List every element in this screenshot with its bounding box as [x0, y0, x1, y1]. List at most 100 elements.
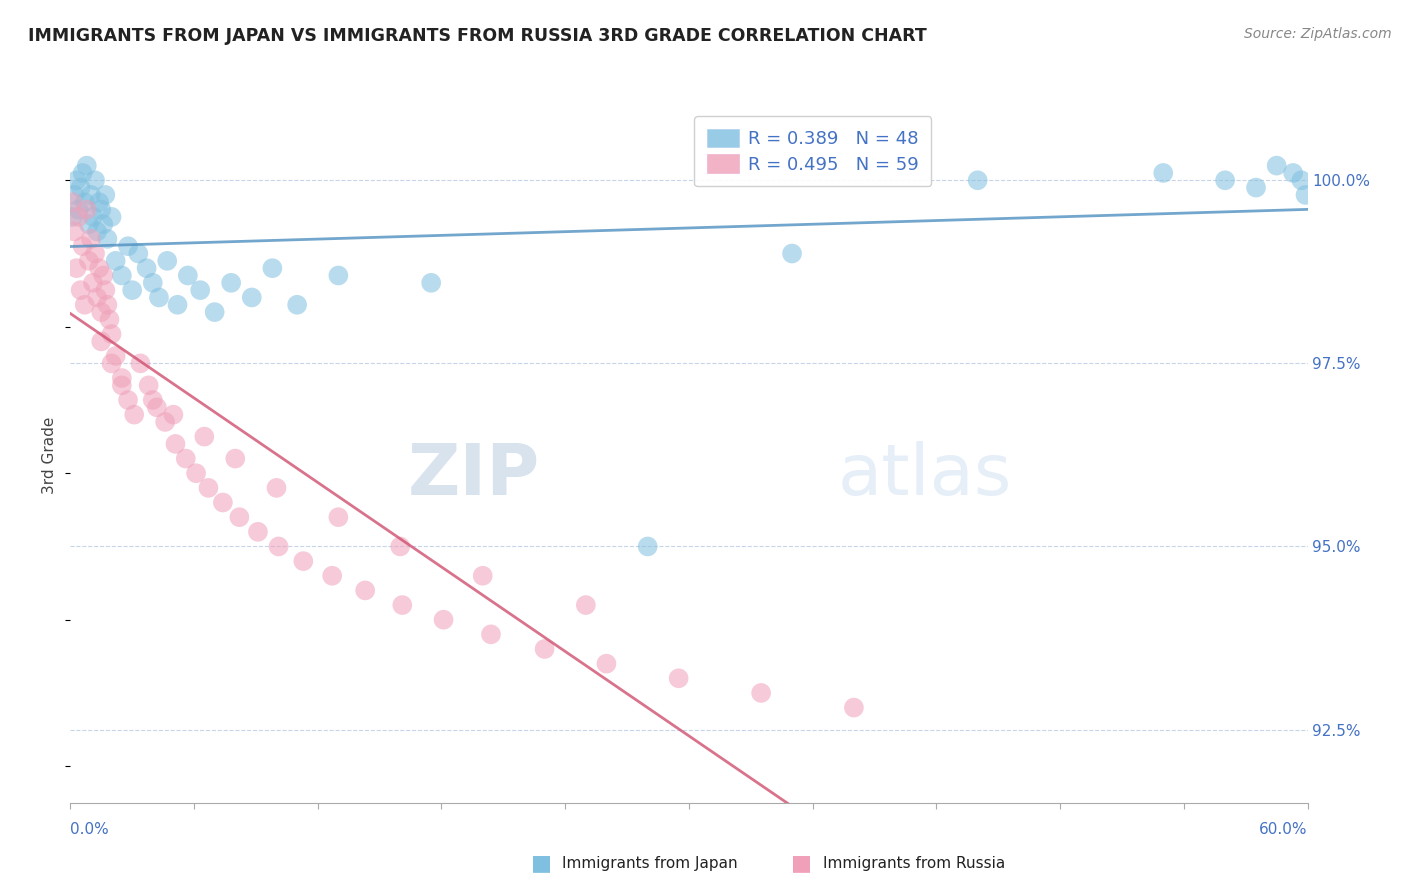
Text: Immigrants from Russia: Immigrants from Russia [823, 856, 1005, 871]
Point [1265, 159, 1288, 173]
Point [90, 202, 112, 217]
Point [224, 451, 246, 466]
Point [1213, 173, 1236, 187]
Point [138, 378, 160, 392]
Point [292, 554, 315, 568]
Point [262, 261, 284, 276]
Point [165, 437, 187, 451]
Point [135, 261, 157, 276]
Point [204, 305, 226, 319]
Point [80, 188, 103, 202]
Point [749, 686, 772, 700]
Text: ZIP: ZIP [408, 442, 540, 510]
Point [111, 268, 134, 283]
Point [354, 583, 377, 598]
Point [72, 239, 94, 253]
Point [432, 613, 454, 627]
Point [122, 408, 145, 422]
Point [72, 166, 94, 180]
Point [111, 371, 134, 385]
Point [73, 195, 96, 210]
Point [1295, 188, 1317, 202]
Point [595, 657, 617, 671]
Point [82, 276, 104, 290]
Point [246, 524, 269, 539]
Point [117, 392, 139, 407]
Point [321, 568, 343, 582]
Point [153, 415, 176, 429]
Point [127, 246, 149, 260]
Point [65, 261, 87, 276]
Point [90, 305, 112, 319]
Point [1152, 166, 1174, 180]
Point [67, 202, 90, 217]
Point [240, 290, 263, 304]
Text: ■: ■ [792, 854, 811, 873]
Point [533, 642, 555, 657]
Point [212, 495, 235, 509]
Text: 60.0%: 60.0% [1260, 822, 1308, 837]
Point [966, 173, 988, 187]
Point [328, 510, 350, 524]
Point [842, 700, 865, 714]
Point [60, 210, 83, 224]
Point [69, 180, 91, 194]
Point [100, 356, 122, 370]
Point [197, 481, 219, 495]
Point [228, 510, 250, 524]
Point [328, 268, 350, 283]
Point [166, 298, 188, 312]
Point [420, 276, 443, 290]
Point [104, 349, 127, 363]
Point [90, 334, 112, 349]
Point [65, 173, 87, 187]
Point [76, 202, 98, 217]
Legend: R = 0.389   N = 48, R = 0.495   N = 59: R = 0.389 N = 48, R = 0.495 N = 59 [695, 116, 931, 186]
Point [60, 195, 83, 210]
Point [148, 290, 170, 304]
Point [142, 276, 165, 290]
Point [184, 467, 207, 481]
Text: IMMIGRANTS FROM JAPAN VS IMMIGRANTS FROM RUSSIA 3RD GRADE CORRELATION CHART: IMMIGRANTS FROM JAPAN VS IMMIGRANTS FROM… [28, 27, 927, 45]
Point [77, 217, 100, 231]
Point [89, 261, 111, 276]
Point [82, 210, 104, 224]
Point [177, 268, 200, 283]
Point [76, 159, 98, 173]
Point [146, 401, 169, 415]
Point [285, 298, 308, 312]
Text: atlas: atlas [838, 442, 1012, 510]
Point [188, 283, 211, 297]
Point [73, 298, 96, 312]
Point [121, 283, 143, 297]
Text: Immigrants from Japan: Immigrants from Japan [562, 856, 738, 871]
Point [471, 568, 494, 582]
Point [69, 283, 91, 297]
Point [637, 540, 659, 554]
Point [111, 378, 134, 392]
Point [129, 356, 152, 370]
Point [84, 246, 107, 260]
Point [668, 671, 690, 685]
Point [96, 232, 118, 246]
Point [63, 225, 86, 239]
Point [266, 481, 288, 495]
Point [86, 290, 108, 304]
Point [100, 210, 122, 224]
Point [98, 312, 121, 326]
Point [86, 225, 108, 239]
Point [575, 598, 598, 612]
Point [389, 540, 412, 554]
Point [104, 253, 127, 268]
Point [67, 210, 90, 224]
Point [1282, 166, 1305, 180]
Point [780, 246, 803, 260]
Point [96, 298, 118, 312]
Point [479, 627, 502, 641]
Text: Source: ZipAtlas.com: Source: ZipAtlas.com [1244, 27, 1392, 41]
Point [142, 392, 165, 407]
Point [1291, 173, 1313, 187]
Point [193, 429, 215, 443]
Point [63, 188, 86, 202]
Point [162, 408, 184, 422]
